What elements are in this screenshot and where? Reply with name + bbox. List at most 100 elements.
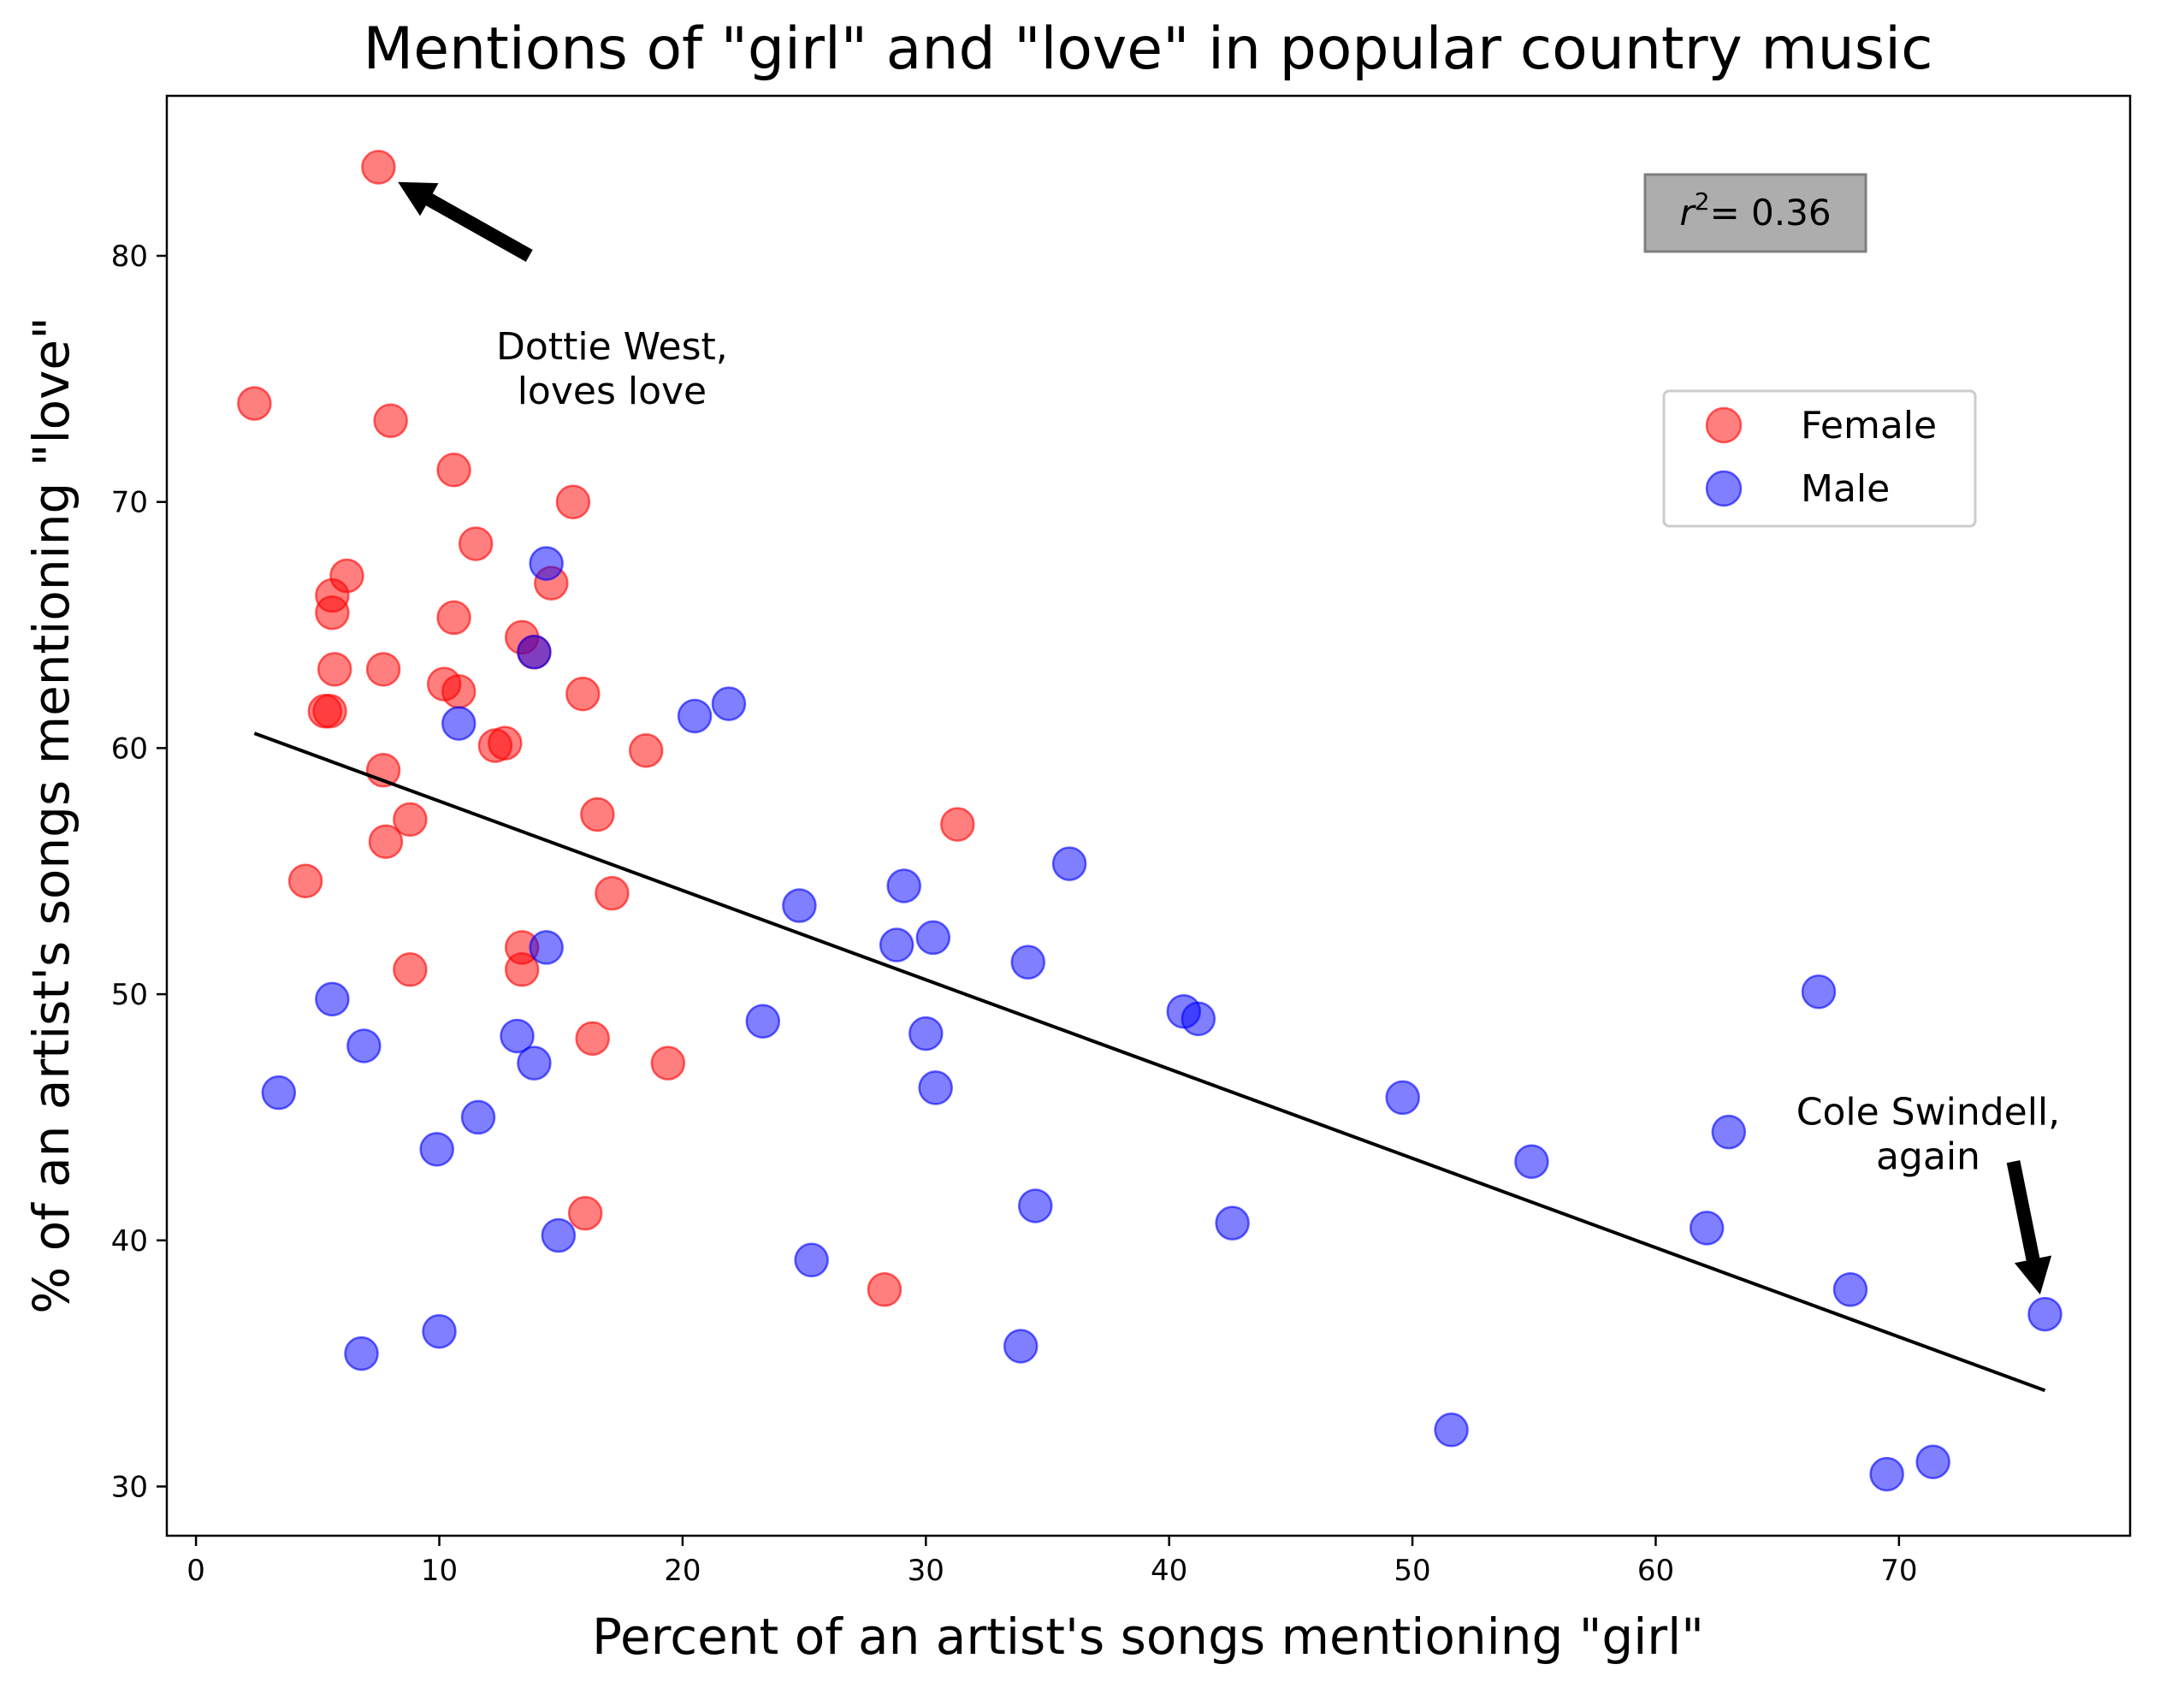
male-point [529,930,564,965]
female-point [580,797,615,832]
x-tick-label: 0 [186,1554,205,1588]
male-point [1181,1001,1216,1037]
female-point [361,150,396,185]
female-point [595,875,630,911]
male-point [346,1028,382,1063]
x-axis: 0 10 20 30 40 50 60 70 [186,1536,1917,1588]
y-axis: 30 40 50 60 70 80 [111,240,167,1504]
male-point [541,1217,577,1253]
male-point [419,1132,454,1167]
female-point [317,652,352,687]
y-tick-label: 80 [111,240,148,274]
x-tick-label: 60 [1637,1554,1674,1588]
male-point [711,686,747,721]
male-point [677,698,713,734]
male-point [745,1004,780,1039]
female-point [441,673,476,709]
legend: Female Male [1662,389,1977,528]
female-point [650,1045,686,1081]
male-point [879,927,914,962]
male-point [1215,1205,1250,1241]
plot-frame [165,94,2132,1537]
female-point [436,600,471,636]
male-point [1385,1080,1420,1116]
x-tick-label: 70 [1880,1554,1917,1588]
female-point [477,728,513,763]
annotation-text: Dottie West, loves love [496,325,728,413]
male-point [422,1313,457,1349]
y-tick-label: 60 [111,731,148,766]
male-point [1689,1211,1725,1246]
female-point [237,386,272,421]
legend-male-marker [1705,470,1743,507]
female-point [940,807,975,842]
male-point [2027,1296,2063,1332]
male-points [261,546,2063,1492]
female-point [458,526,494,561]
female-point [567,1195,603,1231]
male-point [1010,945,1045,980]
male-point [315,981,350,1017]
female-point [315,595,350,631]
y-tick-label: 50 [111,978,148,1012]
x-tick-label: 30 [908,1554,944,1588]
x-tick-label: 10 [421,1554,458,1588]
female-point [867,1272,903,1307]
male-point [1869,1456,1904,1492]
female-point [436,453,471,488]
male-point [261,1075,297,1111]
female-points [237,150,975,1307]
annotation-text: Cole Swindell, again [1796,1091,2060,1179]
female-point [368,824,404,859]
female-point [365,652,401,687]
plot-area [237,150,2063,1492]
female-point [504,952,540,987]
r2-box-background [1643,173,1867,253]
female-point [287,863,323,898]
female-point [575,1021,610,1057]
female-point [393,952,428,987]
female-point [565,676,601,712]
legend-female-marker [1705,406,1743,444]
annotation-arrow [2006,1160,2052,1295]
male-point [918,1070,953,1105]
male-point [1003,1329,1039,1364]
male-point [517,634,552,670]
male-point [782,888,817,923]
male-point [794,1242,829,1278]
y-tick-label: 40 [111,1224,148,1259]
male-point [500,1018,535,1054]
female-point [393,802,428,838]
y-tick-label: 30 [111,1470,148,1504]
x-tick-label: 50 [1394,1554,1430,1588]
female-point [628,733,664,768]
legend-female-label: Female [1801,404,1937,447]
male-point [886,868,921,903]
male-point [1018,1188,1053,1223]
male-point [1801,974,1837,1010]
y-axis-label: % of an artist's songs mentioning "love" [22,317,80,1314]
female-point [555,484,591,519]
annotation-arrow [398,181,533,262]
x-tick-label: 40 [1151,1554,1187,1588]
male-point [529,546,564,581]
y-tick-label: 70 [111,486,148,520]
male-point [517,1045,552,1081]
male-point [441,706,476,741]
male-point [1051,846,1087,881]
x-tick-label: 20 [664,1554,701,1588]
male-point [344,1336,379,1371]
chart-title: Mentions of "girl" and "love" in popular… [364,15,1933,83]
r2-box: r2= 0.36 [1643,173,1867,253]
female-point [312,693,347,729]
male-point [1915,1444,1950,1479]
male-point [909,1016,944,1051]
male-point [1434,1413,1469,1448]
legend-male-label: Male [1801,467,1890,511]
male-point [915,920,951,956]
female-point [373,403,408,439]
male-point [460,1099,496,1135]
annotations: Dottie West, loves love Cole Swindell, agai… [398,181,2060,1295]
male-point [1711,1114,1747,1150]
